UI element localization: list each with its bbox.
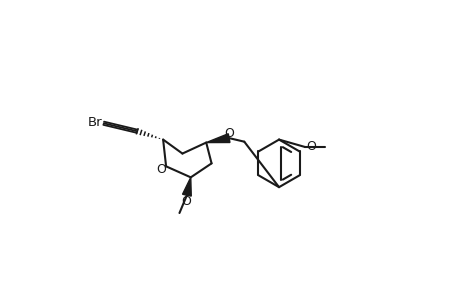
Text: Br: Br bbox=[88, 116, 102, 129]
Text: O: O bbox=[224, 127, 234, 140]
Text: O: O bbox=[305, 140, 315, 153]
Text: O: O bbox=[156, 163, 166, 176]
Text: O: O bbox=[181, 195, 191, 208]
Polygon shape bbox=[182, 177, 191, 196]
Polygon shape bbox=[206, 134, 230, 142]
